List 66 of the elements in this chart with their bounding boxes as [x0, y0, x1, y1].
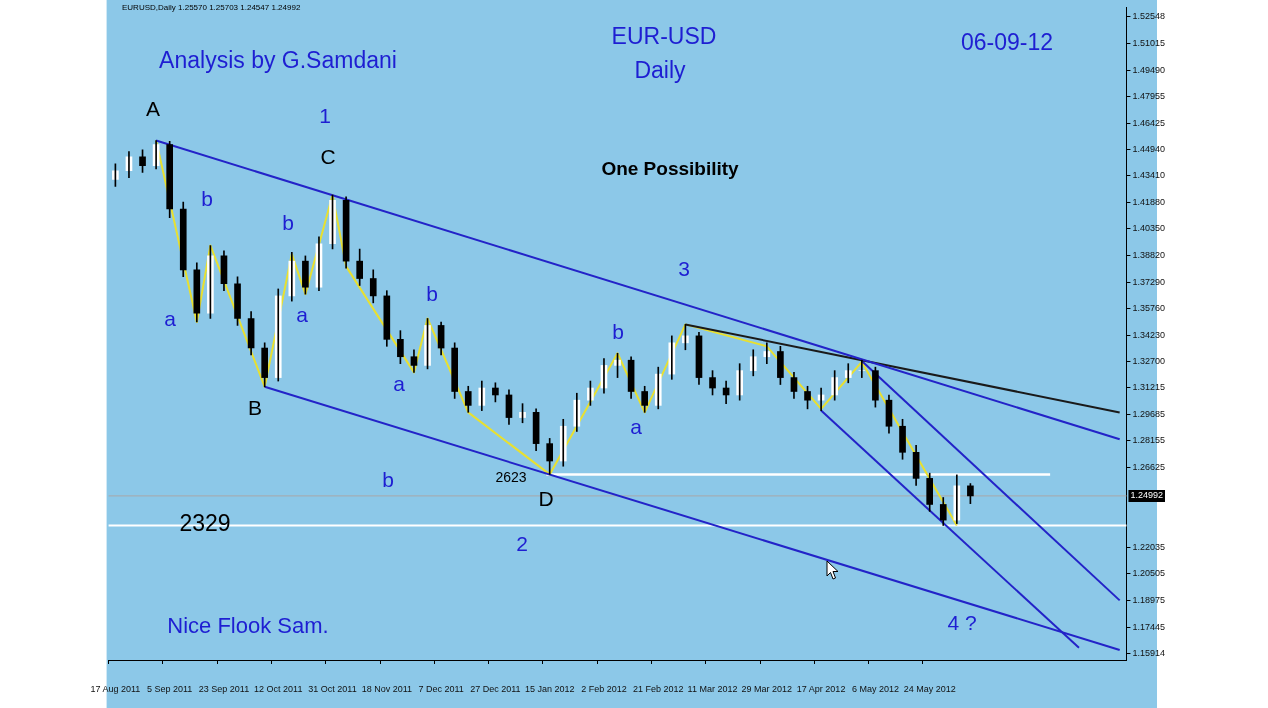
annotation: A: [145, 96, 161, 120]
annotation: b: [382, 467, 394, 491]
y-tick-label: 1.49490: [1132, 64, 1166, 75]
y-tick-label: 1.17445: [1132, 621, 1166, 632]
y-tick-label: 1.22035: [1132, 541, 1166, 552]
y-tick-label: 1.29685: [1132, 408, 1166, 419]
y-tick-label: 1.44940: [1132, 143, 1166, 154]
y-tick-label: 1.26625: [1132, 462, 1166, 473]
annotation: 2623: [495, 468, 527, 485]
y-tick-label: 1.34230: [1132, 329, 1166, 340]
annotation: B: [247, 395, 263, 419]
annotation: Nice Flook Sam.: [167, 613, 329, 639]
annotation: b: [426, 281, 438, 305]
y-tick-label: 1.47955: [1132, 91, 1166, 102]
y-tick-label: 1.40350: [1132, 223, 1166, 234]
annotation: C: [320, 144, 336, 168]
annotation: a: [393, 371, 406, 395]
annotation: b: [201, 186, 213, 210]
annotation: One Possibility: [601, 158, 740, 180]
y-tick-label: 1.18975: [1132, 594, 1166, 605]
annotation: 2329: [179, 510, 231, 537]
annotation: 4 ?: [947, 610, 977, 634]
x-tick-label: 21 Feb 2012: [632, 683, 684, 694]
x-tick-label: 11 Mar 2012: [687, 683, 738, 694]
y-tick-label: 1.52548: [1132, 11, 1166, 22]
y-tick-label: 1.32700: [1132, 356, 1166, 367]
x-tick-label: 17 Apr 2012: [796, 683, 846, 694]
y-tick-label: 1.38820: [1132, 250, 1166, 261]
text: Daily: [634, 57, 687, 84]
annotation: a: [296, 302, 309, 326]
y-tick-label: 1.28155: [1132, 435, 1166, 446]
y-tick-label: 1.43410: [1132, 170, 1166, 181]
annotation: b: [282, 210, 294, 234]
x-tick-label: 24 May 2012: [903, 683, 956, 694]
annotation: Analysis by G.Samdani: [159, 47, 397, 74]
annotation: 1: [319, 103, 331, 127]
annotation: D: [538, 486, 554, 510]
y-tick-label: 1.20505: [1132, 568, 1166, 579]
annotation: EURUSD,Daily 1.25570 1.25703 1.24547 1.24992: [122, 3, 301, 13]
x-tick-label: 2 Feb 2012: [581, 683, 627, 694]
annotation: 06-09-12: [960, 29, 1054, 56]
y-tick-label: 1.46425: [1132, 117, 1166, 128]
ref-line-label: 1.24992: [1130, 490, 1164, 501]
annotation: b: [612, 319, 624, 343]
annotation: a: [630, 414, 643, 438]
x-tick-label: 18 Nov 2011: [361, 683, 413, 694]
x-tick-label: 17 Aug 2011: [90, 683, 141, 694]
y-tick-label: 1.31215: [1132, 382, 1166, 393]
x-tick-label: 31 Oct 2011: [308, 683, 357, 694]
annotation: a: [164, 306, 177, 330]
text: EUR-USD: [611, 23, 717, 50]
y-tick-label: 1.35760: [1132, 303, 1166, 314]
x-tick-label: 23 Sep 2011: [198, 683, 250, 694]
x-tick-label: 29 Mar 2012: [741, 683, 793, 694]
x-tick-label: 6 May 2012: [851, 683, 899, 694]
x-tick-label: 7 Dec 2011: [418, 683, 464, 694]
y-tick-label: 1.15914: [1132, 648, 1166, 659]
y-tick-label: 1.41880: [1132, 196, 1166, 207]
x-tick-label: 15 Jan 2012: [524, 683, 575, 694]
y-tick-label: 1.51015: [1132, 38, 1166, 49]
annotation: 2: [516, 531, 528, 555]
annotation: 3: [678, 256, 690, 280]
x-tick-label: 12 Oct 2011: [254, 683, 303, 694]
x-tick-label: 27 Dec 2011: [470, 683, 521, 694]
y-tick-label: 1.37290: [1132, 276, 1166, 287]
x-tick-label: 5 Sep 2011: [146, 683, 193, 694]
